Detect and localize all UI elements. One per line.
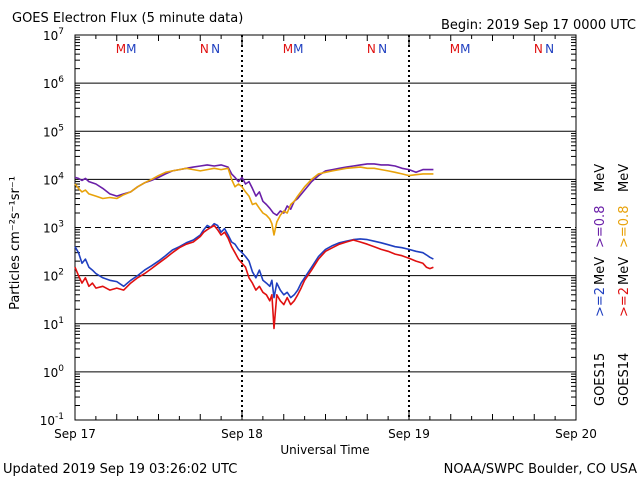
- legend-mev-goes15-ge2: MeV: [593, 257, 608, 285]
- day-separators: [241, 35, 410, 420]
- legend-goes14-ge08: >=0.8: [617, 206, 632, 248]
- y-tick-label: 107: [43, 27, 64, 43]
- legend-goes15-ge2: >=2: [593, 287, 608, 317]
- event-marker: N: [367, 42, 376, 56]
- event-marker: N: [200, 42, 209, 56]
- legend-mev-goes14-ge08: MeV: [617, 164, 632, 192]
- series-line: [74, 224, 434, 330]
- event-marker: N: [534, 42, 543, 56]
- event-marker: M: [126, 42, 136, 56]
- legend-mev-goes14-ge2: MeV: [617, 257, 632, 285]
- series-line: [74, 222, 434, 299]
- x-tick-labels: Sep 17 Sep 18 Sep 19 Sep 20: [54, 427, 597, 441]
- x-axis-label: Universal Time: [280, 443, 369, 457]
- event-marker: M: [116, 42, 126, 56]
- event-marker: N: [211, 42, 220, 56]
- legend-mev-goes15-ge08: MeV: [593, 164, 608, 192]
- y-axis-label: Particles cm⁻²s⁻¹sr⁻¹: [8, 176, 23, 310]
- event-marker: M: [450, 42, 460, 56]
- event-marker: M: [460, 42, 470, 56]
- updated-timestamp: Updated 2019 Sep 19 03:26:02 UTC: [3, 462, 237, 477]
- y-tick-label: 100: [43, 364, 64, 380]
- event-marker: M: [293, 42, 303, 56]
- event-marker: M: [283, 42, 293, 56]
- legend-goes15: GOES15: [593, 353, 608, 406]
- x-tick-label: Sep 19: [388, 427, 430, 441]
- y-tick-label: 101: [43, 316, 64, 332]
- y-tick-label: 10-1: [40, 412, 64, 428]
- x-tick-label: Sep 20: [555, 427, 597, 441]
- y-tick-label: 105: [43, 123, 64, 139]
- series-line: [74, 163, 434, 216]
- legend-goes14: GOES14: [617, 353, 632, 406]
- begin-date: Begin: 2019 Sep 17 0000 UTC: [441, 18, 636, 33]
- grid-lines: [74, 35, 577, 420]
- legend-goes14-ge2: >=2: [617, 287, 632, 317]
- credit-text: NOAA/SWPC Boulder, CO USA: [444, 462, 637, 477]
- series-lines: [74, 163, 434, 330]
- chart-title: GOES Electron Flux (5 minute data): [12, 11, 243, 26]
- legend: GOES15 GOES14 >=2 >=2 MeV MeV >=0.8 >=0.…: [593, 164, 632, 406]
- y-tick-label: 106: [43, 75, 64, 91]
- legend-goes15-ge08: >=0.8: [593, 206, 608, 248]
- series-line: [74, 166, 434, 236]
- event-marker: N: [545, 42, 554, 56]
- event-marker: N: [378, 42, 387, 56]
- x-tick-label: Sep 17: [54, 427, 96, 441]
- x-tick-label: Sep 18: [221, 427, 263, 441]
- y-tick-label: 103: [43, 220, 64, 236]
- y-tick-label: 102: [43, 268, 64, 284]
- y-tick-labels: 107 106 105 104 103 102 101 100 10-1: [40, 27, 65, 428]
- y-tick-label: 104: [43, 171, 64, 187]
